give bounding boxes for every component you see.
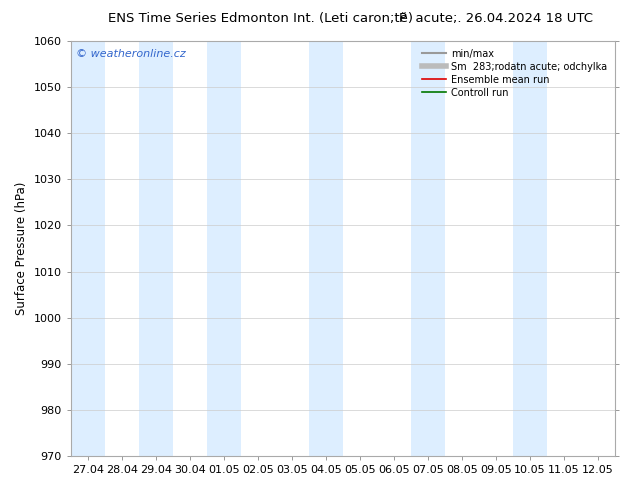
Bar bbox=[411, 41, 445, 456]
Bar bbox=[207, 41, 241, 456]
Text: © weatheronline.cz: © weatheronline.cz bbox=[76, 49, 186, 59]
Text: P  acute;. 26.04.2024 18 UTC: P acute;. 26.04.2024 18 UTC bbox=[399, 12, 593, 25]
Y-axis label: Surface Pressure (hPa): Surface Pressure (hPa) bbox=[15, 182, 28, 315]
Bar bbox=[513, 41, 547, 456]
Text: ENS Time Series Edmonton Int. (Leti caron;tě): ENS Time Series Edmonton Int. (Leti caro… bbox=[108, 12, 413, 25]
Legend: min/max, Sm  283;rodatn acute; odchylka, Ensemble mean run, Controll run: min/max, Sm 283;rodatn acute; odchylka, … bbox=[419, 46, 610, 100]
Bar bbox=[309, 41, 343, 456]
Bar bbox=[139, 41, 172, 456]
Bar bbox=[71, 41, 105, 456]
